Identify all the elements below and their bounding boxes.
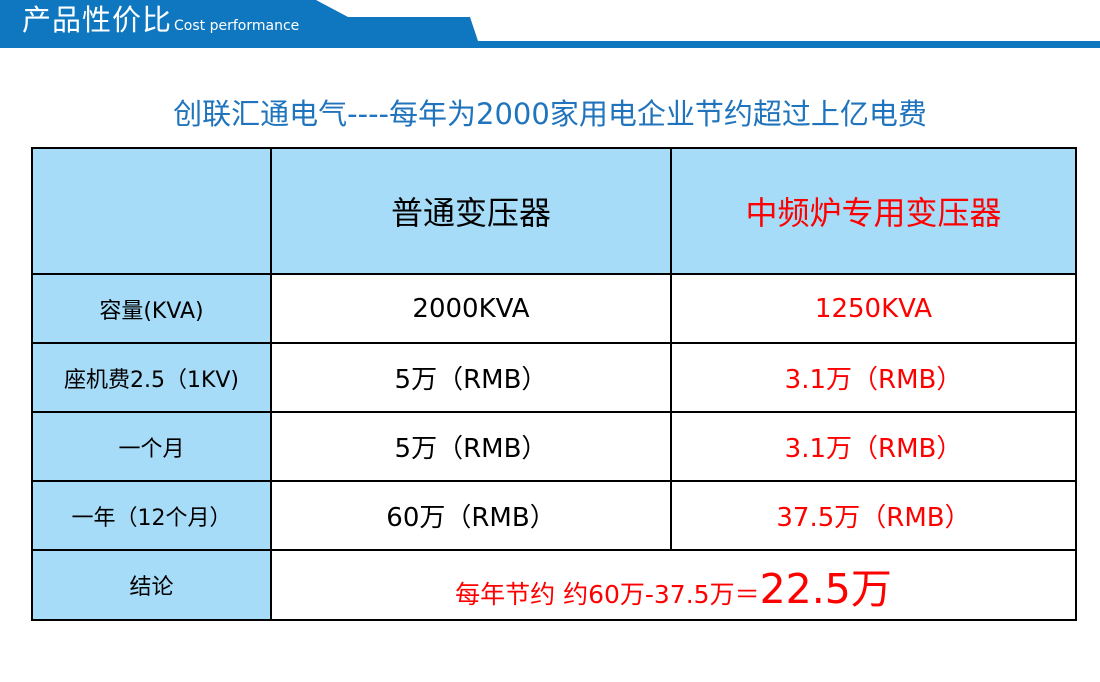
table-conclusion-row: 结论 每年节约 约60万-37.5万＝22.5万 (31, 549, 1077, 621)
table-row: 座机费2.5（1KV) 5万（RMB） 3.1万（RMB） (31, 342, 1077, 413)
table-header-special-transformer: 中频炉专用变压器 (670, 147, 1077, 275)
row-label-one-month: 一个月 (31, 411, 272, 482)
table-header-blank-cell (31, 147, 272, 275)
row-value-base-fee-special: 3.1万（RMB） (670, 342, 1077, 413)
row-value-one-month-normal: 5万（RMB） (270, 411, 672, 482)
banner-title-chinese: 产品性价比 (22, 3, 173, 37)
row-value-capacity-normal: 2000KVA (270, 273, 672, 344)
row-value-capacity-special: 1250KVA (670, 273, 1077, 344)
row-value-base-fee-normal: 5万（RMB） (270, 342, 672, 413)
row-label-capacity: 容量(KVA) (31, 273, 272, 344)
row-value-one-month-special: 3.1万（RMB） (670, 411, 1077, 482)
row-label-one-year: 一年（12个月） (31, 480, 272, 551)
banner-title-group: 产品性价比 Cost performance (22, 3, 299, 37)
table-header-row: 普通变压器 中频炉专用变压器 (31, 147, 1077, 275)
row-label-base-fee: 座机费2.5（1KV) (31, 342, 272, 413)
row-value-one-year-special: 37.5万（RMB） (670, 480, 1077, 551)
header-banner: 产品性价比 Cost performance (0, 0, 1100, 56)
comparison-table: 普通变压器 中频炉专用变压器 容量(KVA) 2000KVA 1250KVA 座… (31, 147, 1077, 621)
banner-title-english: Cost performance (174, 18, 300, 34)
conclusion-cell: 每年节约 约60万-37.5万＝22.5万 (270, 549, 1077, 621)
row-label-conclusion: 结论 (31, 549, 272, 621)
table-row: 一个月 5万（RMB） 3.1万（RMB） (31, 411, 1077, 482)
conclusion-savings-amount: 22.5万 (759, 565, 892, 613)
conclusion-text: 每年节约 约60万-37.5万＝ (455, 580, 760, 609)
banner-divider-rule (0, 41, 1100, 48)
row-value-one-year-normal: 60万（RMB） (270, 480, 672, 551)
page-title: 创联汇通电气----每年为2000家用电企业节约超过上亿电费 (173, 97, 927, 131)
table-row: 容量(KVA) 2000KVA 1250KVA (31, 273, 1077, 344)
table-header-normal-transformer: 普通变压器 (270, 147, 672, 275)
table-row: 一年（12个月） 60万（RMB） 37.5万（RMB） (31, 480, 1077, 551)
